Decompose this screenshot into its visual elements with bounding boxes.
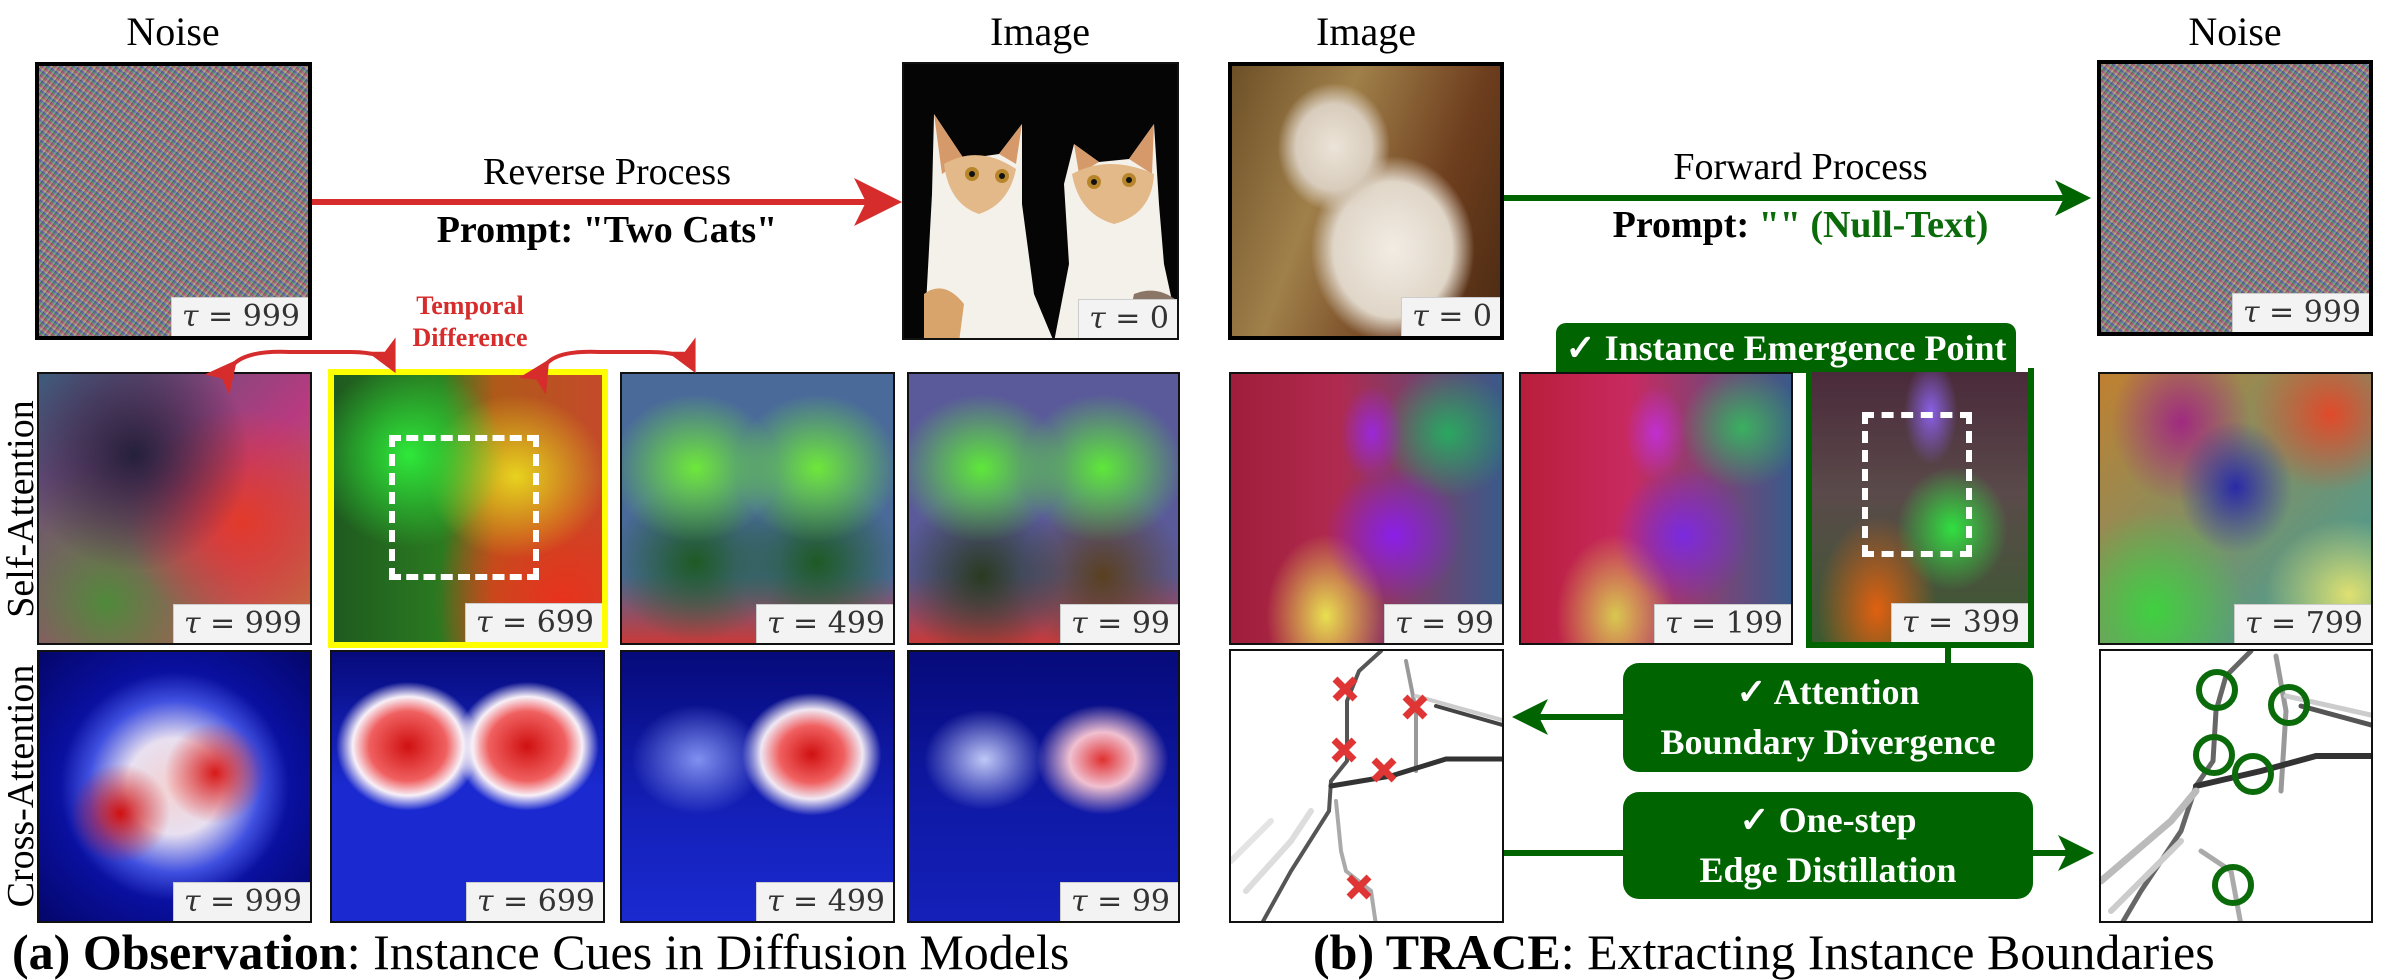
tau-label: τ = 0 [1401,297,1500,336]
cross-attention-map-699: τ = 699 [330,650,605,923]
dog-attention-map-199: τ = 199 [1519,372,1793,645]
tau-label: τ = 699 [464,603,602,642]
dashed-region-box [1862,412,1972,557]
tau-label: τ = 999 [172,604,310,643]
dog-attention-map-799: τ = 799 [2098,372,2373,645]
tau-label: τ = 999 [172,882,310,921]
left-image-heading: Image [990,9,1090,54]
tau-label: τ = 0 [1078,299,1177,338]
one-step-edge-distillation-callout: ✓ One-step Edge Distillation [1623,792,2033,899]
instance-emergence-point-badge: ✓ Instance Emergence Point [1556,323,2016,373]
reverse-prompt: Prompt: "Two Cats" [436,209,778,251]
dog-attention-map-399: τ = 399 [1812,372,2028,642]
cats-image-panel: τ = 0 [902,62,1179,340]
tau-label: τ = 499 [755,882,893,921]
edge-lines [2101,651,2371,921]
left-noise-heading: Noise [126,9,220,54]
tau-label: τ = 99 [1384,604,1502,643]
tau-label: τ = 999 [2231,293,2369,332]
highlight-frame-699 [328,369,608,648]
self-attention-map-699: τ = 699 [334,375,602,642]
tau-label: τ = 199 [1653,604,1791,643]
forward-process-title: Forward Process [1673,146,1928,188]
self-attention-map-499: τ = 499 [620,372,895,645]
edge-map-distilled [2099,649,2373,923]
dog-attention-map-99: τ = 99 [1229,372,1504,645]
tau-label: τ = 699 [465,882,603,921]
tau-label: τ = 999 [170,297,308,336]
caption-trace: (b) TRACE: Extracting Instance Boundarie… [1313,924,2215,980]
dashed-region-box [389,435,539,580]
right-image-heading: Image [1316,9,1416,54]
reverse-process-title: Reverse Process [483,151,731,193]
right-noise-panel: τ = 999 [2097,60,2373,336]
emergence-frame-399 [1806,368,2034,648]
cross-attention-map-999: τ = 999 [37,650,312,923]
edge-map-attention [1229,649,1504,923]
right-noise-heading: Noise [2188,9,2282,54]
edge-lines [1231,651,1502,921]
tau-label: τ = 499 [755,604,893,643]
dogs-image-panel: τ = 0 [1228,62,1504,340]
attention-boundary-divergence-callout: ✓ Attention Boundary Divergence [1623,663,2033,772]
caption-observation: (a) Observation: Instance Cues in Diffus… [12,924,1070,980]
self-attention-map-99: τ = 99 [907,372,1180,645]
self-attention-map-999: τ = 999 [37,372,312,645]
tau-label: τ = 799 [2233,604,2371,643]
temporal-difference-label: Temporal Difference [412,291,528,352]
two-cats-illustration [924,114,1177,338]
left-noise-panel: τ = 999 [35,62,312,340]
x-markers [1331,676,1428,900]
circle-markers [2193,669,2310,906]
tau-label: τ = 99 [1060,882,1178,921]
forward-prompt: Prompt: "" (Null-Text) [1612,204,1989,246]
tau-label: τ = 399 [1890,603,2028,642]
cross-attention-map-99: τ = 99 [907,650,1180,923]
cross-attention-map-499: τ = 499 [620,650,895,923]
temporal-arrow-left [204,337,396,395]
tau-label: τ = 99 [1060,604,1178,643]
